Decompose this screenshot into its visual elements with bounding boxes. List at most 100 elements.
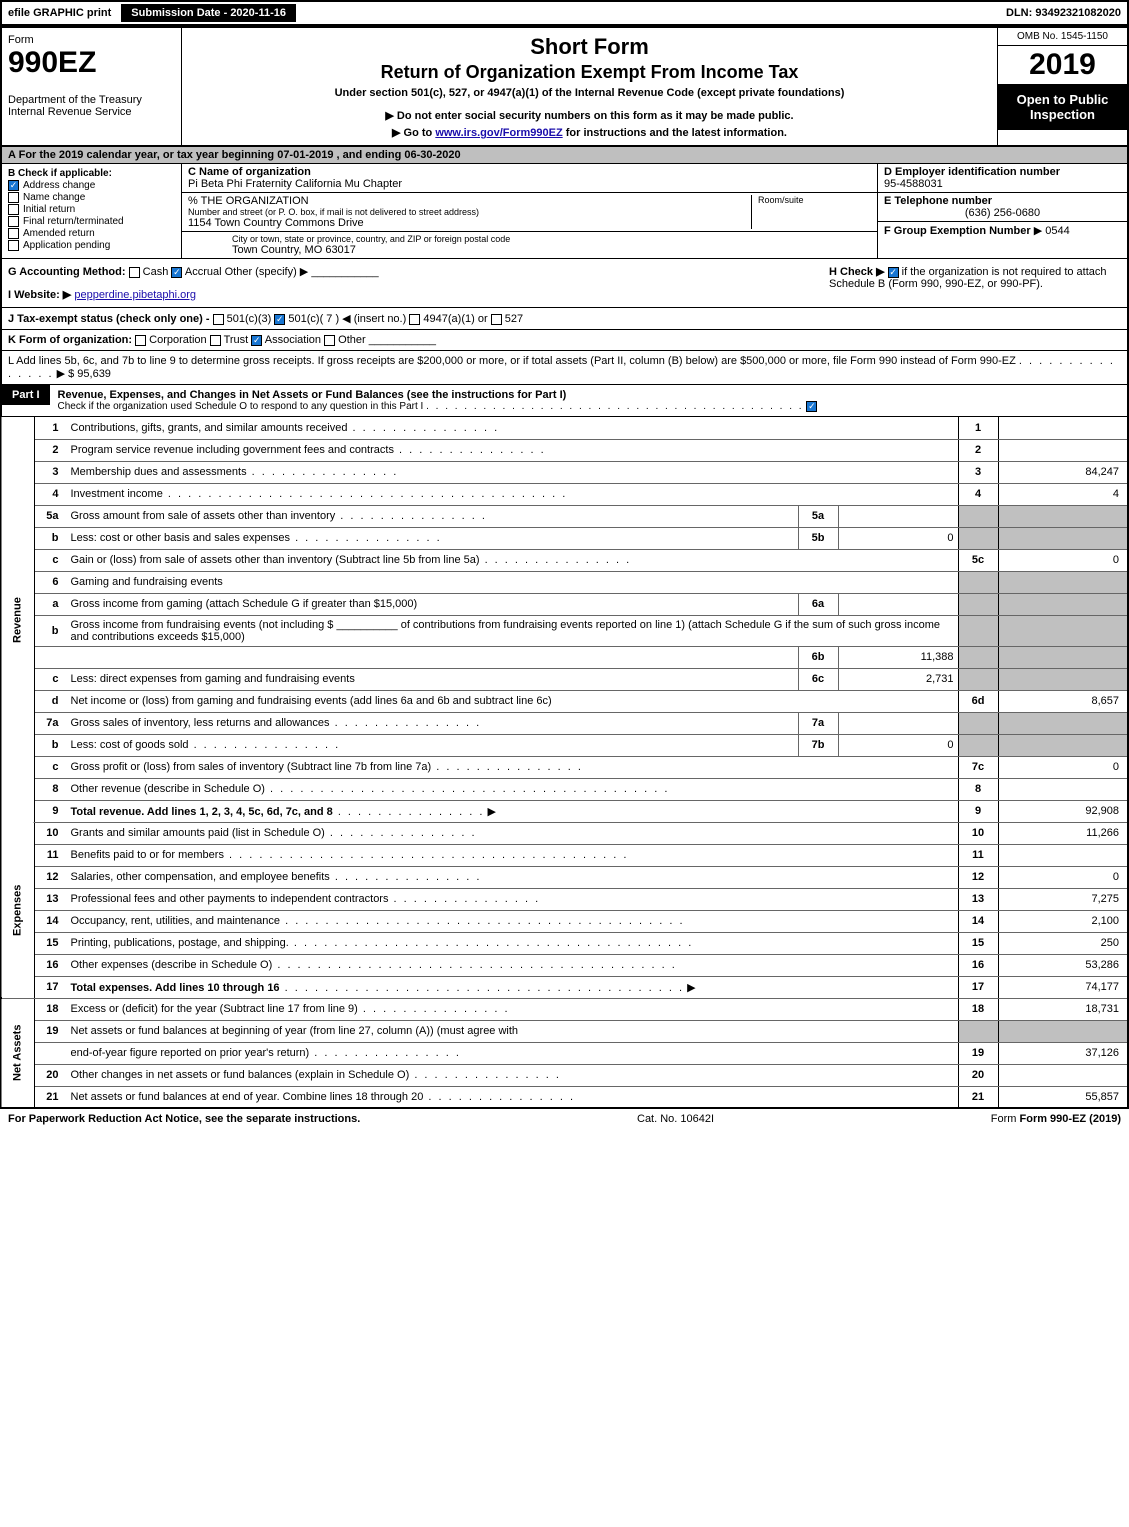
warn2-pre: ▶ Go to: [392, 127, 435, 139]
section-c: C Name of organization Pi Beta Phi Frate…: [182, 164, 877, 258]
chk-address-change[interactable]: ✓: [8, 180, 19, 191]
part1-title: Revenue, Expenses, and Changes in Net As…: [58, 389, 404, 401]
line-5b: bLess: cost or other basis and sales exp…: [1, 527, 1128, 549]
line-17: 17Total expenses. Add lines 10 through 1…: [1, 976, 1128, 998]
form-code: 990EZ: [8, 46, 175, 80]
line-5c: cGain or (loss) from sale of assets othe…: [1, 549, 1128, 571]
line-8: 8Other revenue (describe in Schedule O)8: [1, 778, 1128, 800]
line-7a: 7aGross sales of inventory, less returns…: [1, 712, 1128, 734]
omb-number: OMB No. 1545-1150: [998, 28, 1127, 46]
k-assoc: Association: [265, 334, 321, 346]
line-21: 21Net assets or fund balances at end of …: [1, 1086, 1128, 1108]
phone-value: (636) 256-0680: [884, 207, 1121, 219]
warn2-post: for instructions and the latest informat…: [563, 127, 787, 139]
chk-app-pending[interactable]: [8, 240, 19, 251]
part1-header: Part I Revenue, Expenses, and Changes in…: [0, 385, 1129, 417]
part1-table: Revenue 1Contributions, gifts, grants, a…: [0, 417, 1129, 1109]
f-arrow: ▶: [1034, 225, 1042, 237]
part1-tag: Part I: [2, 385, 50, 405]
chk-name-change[interactable]: [8, 192, 19, 203]
irs-link[interactable]: www.irs.gov/Form990EZ: [435, 127, 562, 139]
part1-check-note: Check if the organization used Schedule …: [58, 401, 424, 412]
website-link[interactable]: pepperdine.pibetaphi.org: [74, 289, 196, 301]
line-16: 16Other expenses (describe in Schedule O…: [1, 954, 1128, 976]
b-initial-return: Initial return: [23, 204, 75, 215]
row-j: J Tax-exempt status (check only one) - 5…: [0, 308, 1129, 330]
e-label: E Telephone number: [884, 195, 1121, 207]
g-other: Other (specify) ▶: [225, 266, 309, 278]
g-accrual: Accrual: [185, 266, 222, 278]
line-6b-1: bGross income from fundraising events (n…: [1, 615, 1128, 646]
group-exemption: 0544: [1045, 225, 1069, 237]
line-20: 20Other changes in net assets or fund ba…: [1, 1064, 1128, 1086]
line-11: 11Benefits paid to or for members11: [1, 844, 1128, 866]
line-5a: 5aGross amount from sale of assets other…: [1, 505, 1128, 527]
chk-501c3[interactable]: [213, 314, 224, 325]
subtitle: Under section 501(c), 527, or 4947(a)(1)…: [190, 87, 989, 99]
dln: DLN: 93492321082020: [1006, 7, 1121, 19]
period-text: For the 2019 calendar year, or tax year …: [19, 149, 461, 161]
j-label: J Tax-exempt status (check only one) -: [8, 313, 213, 325]
line-19b: end-of-year figure reported on prior yea…: [1, 1042, 1128, 1064]
line-15: 15Printing, publications, postage, and s…: [1, 932, 1128, 954]
submission-date: Submission Date - 2020-11-16: [121, 4, 296, 22]
chk-final-return[interactable]: [8, 216, 19, 227]
b-app-pending: Application pending: [23, 240, 110, 251]
line-19a: 19Net assets or fund balances at beginni…: [1, 1020, 1128, 1042]
chk-501c7[interactable]: ✓: [274, 314, 285, 325]
street-address: 1154 Town Country Commons Drive: [188, 217, 751, 229]
f-label: F Group Exemption Number: [884, 225, 1031, 237]
line-13: 13Professional fees and other payments t…: [1, 888, 1128, 910]
chk-cash[interactable]: [129, 267, 140, 278]
b-final-return: Final return/terminated: [23, 216, 124, 227]
chk-assoc[interactable]: ✓: [251, 335, 262, 346]
chk-corp[interactable]: [135, 335, 146, 346]
footer-cat: Cat. No. 10642I: [637, 1113, 714, 1125]
dept-treasury: Department of the Treasury Internal Reve…: [8, 94, 175, 118]
row-g-h: G Accounting Method: Cash ✓ Accrual Othe…: [0, 259, 1129, 308]
line-6b-2: 6b11,388: [1, 646, 1128, 668]
j-501c3: 501(c)(3): [227, 313, 272, 325]
chk-527[interactable]: [491, 314, 502, 325]
row-a-period: A For the 2019 calendar year, or tax yea…: [0, 147, 1129, 164]
street-label: Number and street (or P. O. box, if mail…: [188, 207, 751, 217]
warning-ssn: ▶ Do not enter social security numbers o…: [190, 109, 989, 122]
line-7b: bLess: cost of goods sold7b0: [1, 734, 1128, 756]
g-label: G Accounting Method:: [8, 266, 126, 278]
b-label: B Check if applicable:: [8, 168, 175, 179]
line-9: 9Total revenue. Add lines 1, 2, 3, 4, 5c…: [1, 800, 1128, 822]
g-cash: Cash: [143, 266, 169, 278]
city-state-zip: Town Country, MO 63017: [232, 244, 871, 256]
chk-accrual[interactable]: ✓: [171, 267, 182, 278]
l-arrow: ▶: [57, 368, 65, 380]
warning-link: ▶ Go to www.irs.gov/Form990EZ for instru…: [190, 126, 989, 139]
line-10: Expenses 10Grants and similar amounts pa…: [1, 822, 1128, 844]
line-6: 6Gaming and fundraising events: [1, 571, 1128, 593]
chk-schedule-o[interactable]: ✓: [806, 401, 817, 412]
efile-print[interactable]: efile GRAPHIC print: [8, 7, 111, 19]
line-18: Net Assets 18Excess or (deficit) for the…: [1, 998, 1128, 1020]
chk-initial-return[interactable]: [8, 204, 19, 215]
j-4947: 4947(a)(1) or: [423, 313, 487, 325]
chk-h[interactable]: ✓: [888, 267, 899, 278]
form-header: Form 990EZ Department of the Treasury In…: [0, 26, 1129, 147]
line-6d: dNet income or (loss) from gaming and fu…: [1, 690, 1128, 712]
section-b: B Check if applicable: ✓Address change N…: [2, 164, 182, 258]
k-other: Other: [338, 334, 366, 346]
chk-amended-return[interactable]: [8, 228, 19, 239]
chk-other-org[interactable]: [324, 335, 335, 346]
open-to-public: Open to Public Inspection: [998, 84, 1127, 130]
net-assets-side-label: Net Assets: [1, 998, 35, 1108]
org-name: Pi Beta Phi Fraternity California Mu Cha…: [188, 178, 871, 190]
chk-trust[interactable]: [210, 335, 221, 346]
line-6c: cLess: direct expenses from gaming and f…: [1, 668, 1128, 690]
line-7c: cGross profit or (loss) from sales of in…: [1, 756, 1128, 778]
chk-4947[interactable]: [409, 314, 420, 325]
l-text: L Add lines 5b, 6c, and 7b to line 9 to …: [8, 355, 1016, 367]
k-label: K Form of organization:: [8, 334, 132, 346]
line-3: 3Membership dues and assessments384,247: [1, 461, 1128, 483]
l-value: $ 95,639: [68, 368, 111, 380]
revenue-side-label: Revenue: [1, 417, 35, 822]
expenses-side-label: Expenses: [1, 822, 35, 998]
d-label: D Employer identification number: [884, 166, 1121, 178]
